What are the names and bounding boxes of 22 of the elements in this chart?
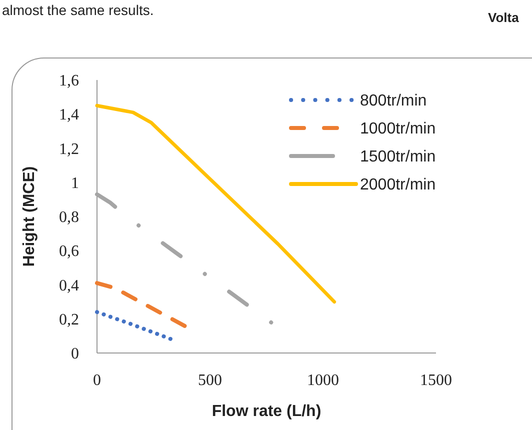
y-tick-label: 0,6 xyxy=(59,243,79,260)
text: Volta xyxy=(488,10,520,25)
x-axis-title: Flow rate (L/h) xyxy=(212,403,322,420)
y-tick-label: 1 xyxy=(71,174,79,192)
legend-label: 1000tr/min xyxy=(360,120,436,138)
x-tick-label: 1500 xyxy=(420,372,452,389)
y-tick-label: 0,4 xyxy=(59,277,79,294)
y-tick-label: 1,4 xyxy=(59,106,79,124)
y-tick-label: 0,2 xyxy=(59,311,79,328)
text: almost the same results. xyxy=(2,2,154,18)
y-tick-label: 0 xyxy=(71,346,79,363)
x-tick-label: 1000 xyxy=(307,372,339,389)
y-tick-label: 1,6 xyxy=(59,72,79,90)
y-axis-title: Height (MCE) xyxy=(21,166,38,267)
y-tick-label: 1,2 xyxy=(59,140,79,158)
legend-label: 800tr/min xyxy=(360,92,427,110)
line-series xyxy=(95,104,336,304)
legend-label: 2000tr/min xyxy=(360,176,436,194)
x-tick-label: 0 xyxy=(93,372,101,389)
x-tick-label: 500 xyxy=(198,372,222,389)
y-tick-label: 0,8 xyxy=(59,209,79,226)
legend-label: 1500tr/min xyxy=(360,148,436,166)
